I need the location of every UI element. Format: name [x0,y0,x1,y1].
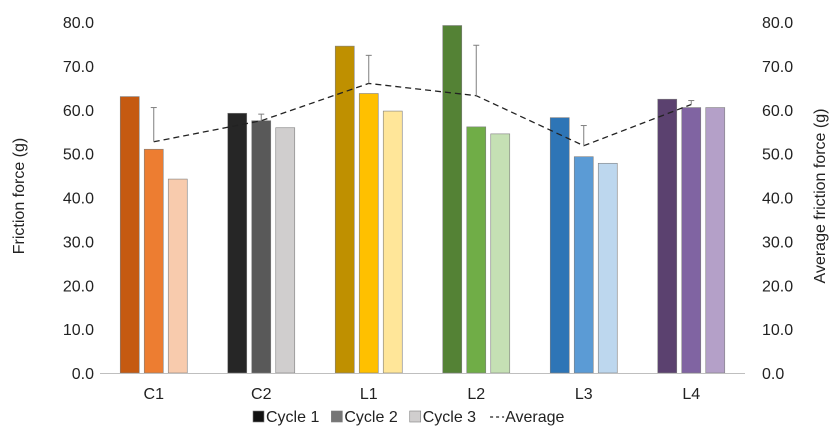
bar [657,98,678,374]
legend-swatch [409,410,422,423]
right-y-axis: 0.0 10.0 20.0 30.0 40.0 50.0 60.0 70.0 80.0 [762,15,793,383]
bar [681,107,702,374]
y2-tick-label: 70.0 [762,59,793,76]
bar [490,133,511,374]
y2-tick-label: 20.0 [762,278,793,295]
bar [442,25,463,374]
x-tick-label: C2 [251,386,272,403]
x-axis: C1 C2 L1 L2 L3 L4 [144,386,701,403]
bar [227,112,248,374]
bar [275,127,296,374]
x-tick-label: L2 [467,386,485,403]
y-tick-label: 20.0 [63,278,94,295]
y2-axis-title: Average friction force (g) [812,109,829,284]
legend: Cycle 1 Cycle 2 Cycle 3 Average [252,409,564,426]
y2-tick-label: 50.0 [762,147,793,164]
bar [143,148,164,374]
y-tick-label: 30.0 [63,234,94,251]
y-tick-label: 0.0 [72,366,94,383]
bar [549,117,570,374]
y2-tick-label: 30.0 [762,234,793,251]
bar [573,156,594,374]
y-tick-label: 50.0 [63,147,94,164]
bar [251,120,272,374]
bar [334,45,355,374]
legend-swatch [252,410,265,423]
y2-tick-label: 40.0 [762,191,793,208]
x-tick-label: C1 [144,386,165,403]
legend-label: Cycle 1 [266,409,319,426]
legend-label: Cycle 3 [423,409,476,426]
average-line [153,82,692,147]
y-tick-label: 10.0 [63,322,94,339]
x-tick-label: L4 [682,386,700,403]
x-tick-label: L1 [360,386,378,403]
bar [358,93,379,374]
bar [167,178,188,374]
y2-tick-label: 60.0 [762,103,793,120]
plot-area [100,25,745,374]
y2-tick-label: 0.0 [762,366,784,383]
y2-tick-label: 10.0 [762,322,793,339]
y-tick-label: 60.0 [63,103,94,120]
x-tick-label: L3 [575,386,593,403]
legend-label: Cycle 2 [344,409,397,426]
y-axis-title: Friction force (g) [11,138,28,254]
bar [705,107,726,374]
y-tick-label: 70.0 [63,59,94,76]
y2-tick-label: 80.0 [762,15,793,32]
y-tick-label: 80.0 [63,15,94,32]
bar [119,96,140,374]
bar [466,126,487,374]
legend-label: Average [505,409,564,426]
legend-swatch [331,410,343,423]
bar [382,110,403,374]
left-y-axis: 0.0 10.0 20.0 30.0 40.0 50.0 60.0 70.0 80.0 [63,15,94,383]
y-tick-label: 40.0 [63,191,94,208]
bar [597,162,618,374]
